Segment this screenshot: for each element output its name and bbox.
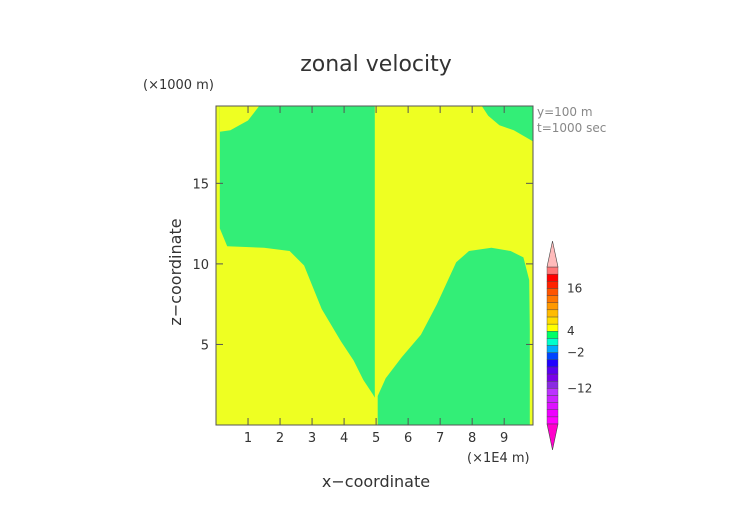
plot-area bbox=[215, 105, 534, 426]
annotation-y: y=100 m bbox=[537, 105, 593, 119]
plot-frame bbox=[215, 105, 534, 426]
x-tick-label: 6 bbox=[404, 431, 412, 446]
x-tick-label: 1 bbox=[244, 431, 252, 446]
colorbar-swatch bbox=[546, 409, 559, 418]
colorbar-tick-label: 4 bbox=[567, 324, 575, 338]
colorbar-swatch bbox=[546, 323, 559, 332]
colorbar-swatch bbox=[546, 359, 559, 368]
x-tick-label: 5 bbox=[372, 431, 380, 446]
y-axis-label: z−coordinate bbox=[166, 218, 185, 325]
chart-title: zonal velocity bbox=[300, 52, 452, 77]
colorbar-swatch bbox=[546, 273, 559, 282]
colorbar-swatch bbox=[546, 366, 559, 375]
x-tick-label: 4 bbox=[340, 431, 348, 446]
colorbar-swatch bbox=[546, 266, 559, 275]
colorbar-swatch bbox=[546, 331, 559, 339]
colorbar-swatch bbox=[546, 316, 559, 325]
x-unit-label: (×1E4 m) bbox=[467, 451, 530, 466]
colorbar-swatch bbox=[546, 402, 559, 410]
region-left-green bbox=[219, 106, 375, 398]
axis-ticks: 1 2 3 4 5 6 7 8 9 5 10 15 bbox=[192, 106, 533, 446]
colorbar-swatch bbox=[546, 309, 559, 318]
y-tick-label: 5 bbox=[201, 338, 209, 353]
y-unit-label: (×1000 m) bbox=[143, 78, 214, 93]
colorbar-swatch bbox=[546, 288, 559, 296]
colorbar-over-triangle bbox=[546, 240, 559, 268]
colorbar-tick-label: −12 bbox=[567, 381, 592, 395]
region-right-green bbox=[377, 247, 530, 425]
colorbar-swatch bbox=[546, 295, 559, 303]
colorbar: 16 4 −2 −12 bbox=[546, 240, 592, 451]
colorbar-swatch bbox=[546, 416, 559, 425]
x-tick-label: 7 bbox=[436, 431, 444, 446]
colorbar-tick-label: −2 bbox=[567, 346, 585, 360]
colorbar-swatch bbox=[546, 373, 559, 382]
y-tick-label: 10 bbox=[192, 258, 209, 273]
x-tick-label: 2 bbox=[276, 431, 284, 446]
colorbar-swatch bbox=[546, 281, 559, 289]
colorbar-swatch bbox=[546, 345, 559, 353]
x-tick-label: 9 bbox=[500, 431, 508, 446]
y-tick-label: 15 bbox=[192, 177, 209, 192]
region-left-top-yellow bbox=[219, 106, 260, 132]
colorbar-tick-label: 16 bbox=[567, 281, 582, 295]
colorbar-swatch bbox=[546, 388, 559, 396]
colorbar-swatch bbox=[546, 352, 559, 360]
colorbar-swatch bbox=[546, 380, 559, 389]
colorbar-swatch bbox=[546, 395, 559, 403]
x-tick-label: 8 bbox=[468, 431, 476, 446]
x-axis-label: x−coordinate bbox=[322, 472, 430, 491]
colorbar-swatch bbox=[546, 338, 559, 346]
colorbar-swatch bbox=[546, 302, 559, 311]
colorbar-under-triangle bbox=[546, 423, 559, 451]
annotation-t: t=1000 sec bbox=[537, 121, 606, 135]
x-tick-label: 3 bbox=[308, 431, 316, 446]
region-right-top-green bbox=[481, 106, 533, 142]
